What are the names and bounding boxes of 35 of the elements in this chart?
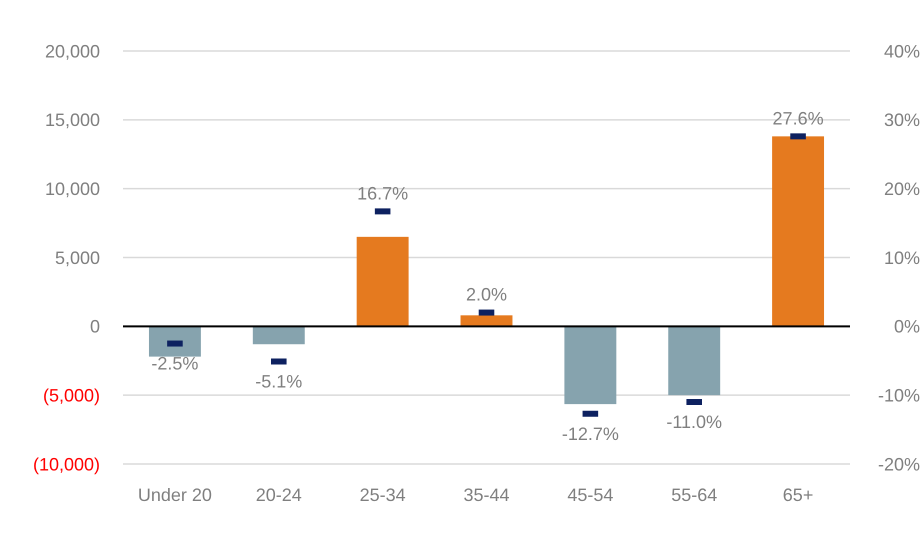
y2-tick-label: 0% <box>894 316 920 337</box>
y2-tick-label: 40% <box>884 41 920 62</box>
y2-tick-label: 10% <box>884 248 920 268</box>
bar <box>356 236 409 326</box>
bar <box>564 326 616 404</box>
y2-tick-label: 30% <box>884 110 920 130</box>
y2-tick-label: -10% <box>878 385 920 406</box>
x-tick-label: 20-24 <box>256 485 302 505</box>
data-label: -5.1% <box>255 371 302 392</box>
y-tick-label: 0 <box>90 316 100 337</box>
x-tick-label: 65+ <box>782 485 814 505</box>
x-tick-label: 35-44 <box>463 485 510 505</box>
bar <box>668 326 720 396</box>
data-label: 27.6% <box>772 108 824 128</box>
x-tick-label: 55-64 <box>671 485 718 505</box>
y-tick-label: 5,000 <box>54 248 100 268</box>
data-label: -2.5% <box>151 354 198 374</box>
y2-tick-label: -20% <box>878 454 920 474</box>
data-label: 16.7% <box>357 183 408 204</box>
bar <box>252 326 305 344</box>
y-tick-label: (10,000) <box>32 454 100 474</box>
bar <box>460 315 512 326</box>
x-tick-label: 25-34 <box>360 485 406 505</box>
data-label: 2.0% <box>466 284 508 305</box>
data-label: -11.0% <box>666 412 722 432</box>
y-tick-label: (5,000) <box>42 385 100 406</box>
x-tick-label: 45-54 <box>567 485 614 505</box>
y-tick-label: 10,000 <box>44 178 100 199</box>
x-tick-label: Under 20 <box>138 485 212 505</box>
bar <box>772 136 824 326</box>
data-label: -12.7% <box>562 424 619 444</box>
bar <box>148 326 201 357</box>
y-tick-label: 20,000 <box>44 41 100 62</box>
y2-tick-label: 20% <box>884 178 920 199</box>
y-tick-label: 15,000 <box>44 110 100 130</box>
